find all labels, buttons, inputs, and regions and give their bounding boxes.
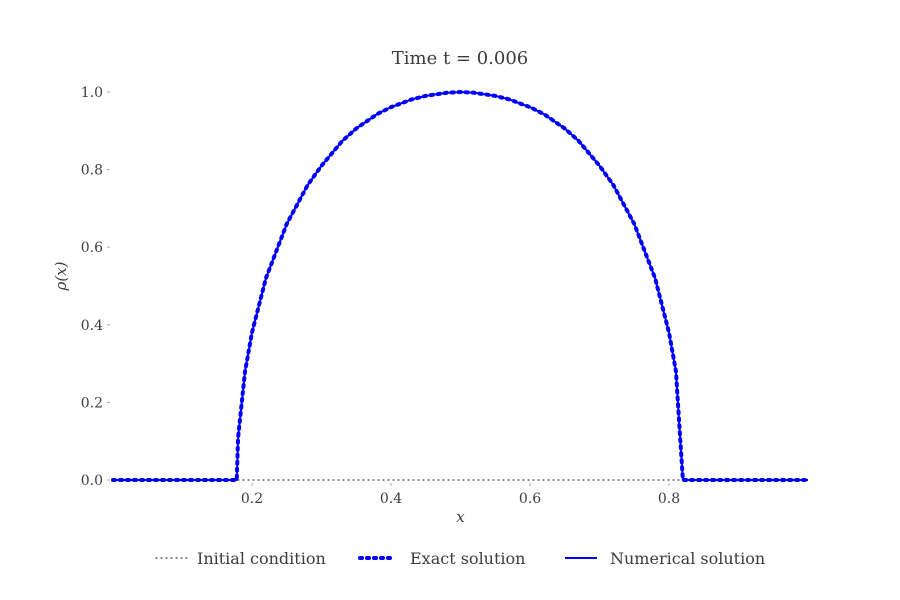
x-tick-label: 0.4	[380, 491, 402, 507]
y-tick-label: 0.2	[81, 395, 103, 411]
y-axis: 0.0 0.2 0.4 0.6 0.8 1.0	[81, 85, 110, 489]
legend-label-2: Numerical solution	[610, 549, 765, 568]
series-line-2	[113, 91, 808, 481]
axis-labels: x ρ(x)	[52, 261, 465, 526]
x-tick-label: 0.8	[658, 491, 680, 507]
legend-label-0: Initial condition	[197, 549, 326, 568]
y-tick-label: 0.8	[81, 163, 103, 179]
x-axis-label: x	[456, 508, 465, 526]
legend: Initial condition Exact solution Numerical…	[155, 549, 765, 568]
series-layer	[111, 90, 810, 482]
x-tick-label: 0.2	[241, 491, 263, 507]
x-tick-label: 0.6	[519, 491, 541, 507]
y-tick-label: 1.0	[81, 85, 103, 101]
y-tick-label: 0.0	[81, 473, 103, 489]
series-line-1	[111, 90, 810, 482]
legend-label-1: Exact solution	[410, 549, 525, 568]
y-tick-label: 0.4	[81, 318, 103, 334]
y-tick-label: 0.6	[81, 240, 103, 256]
chart-title: Time t = 0.006	[392, 48, 529, 69]
x-axis: 0.2 0.4 0.6 0.8	[241, 483, 680, 507]
y-axis-label: ρ(x)	[52, 261, 70, 291]
chart-title-group: Time t = 0.006	[392, 48, 529, 69]
